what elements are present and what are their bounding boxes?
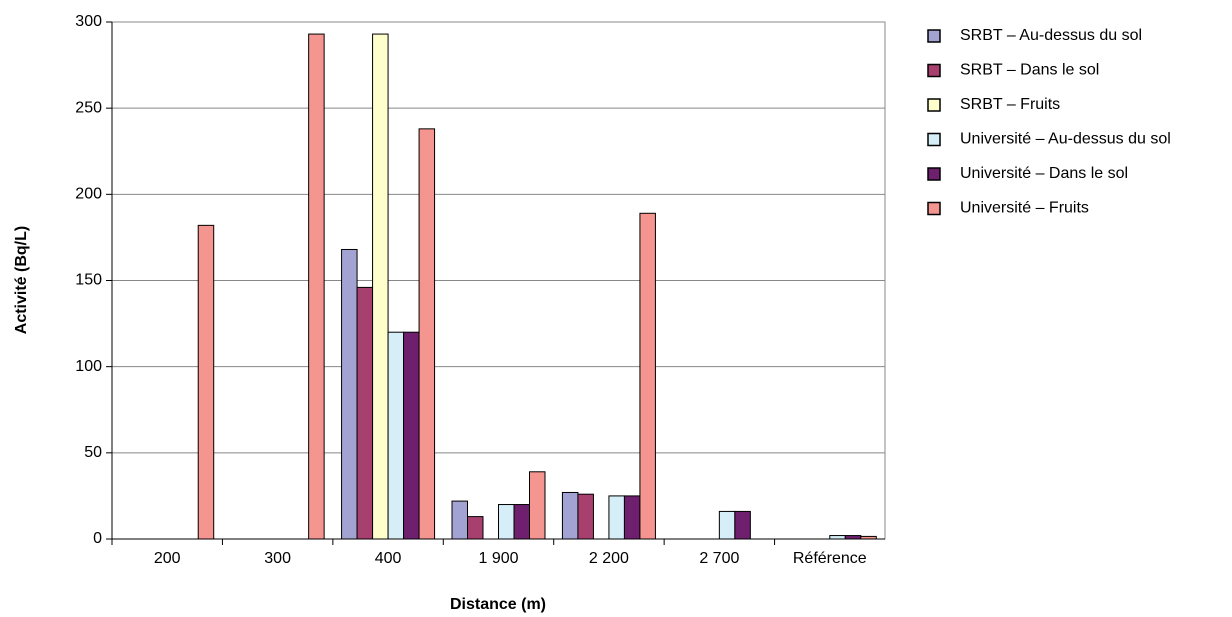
- x-tick-label: 200: [154, 550, 181, 567]
- legend-swatch: [927, 98, 941, 112]
- y-tick-label: 150: [75, 272, 102, 289]
- y-tick-label: 50: [84, 444, 102, 461]
- bar: [418, 128, 436, 540]
- x-tick-label: 1 900: [478, 550, 518, 567]
- bar: [639, 212, 656, 540]
- bar: [308, 33, 325, 540]
- x-tick-label: Référence: [793, 550, 867, 567]
- bar: [513, 504, 530, 540]
- bar: [403, 331, 420, 540]
- x-axis-title: Distance (m): [450, 596, 546, 613]
- bar: [387, 331, 405, 540]
- bar: [623, 495, 641, 540]
- legend-swatch: [927, 167, 941, 181]
- bar: [734, 510, 751, 540]
- bar: [577, 493, 594, 540]
- y-tick-label: 100: [75, 358, 102, 375]
- x-tick-label: 300: [264, 550, 291, 567]
- y-tick-label: 250: [75, 99, 102, 116]
- bar: [498, 504, 515, 540]
- bar: [356, 286, 374, 540]
- legend-swatch: [927, 63, 941, 78]
- legend-label: SRBT – Fruits: [960, 96, 1060, 113]
- legend-label: Université – Dans le sol: [960, 165, 1128, 182]
- x-tick-label: 2 700: [699, 550, 739, 567]
- legend-swatch: [927, 29, 941, 43]
- bar: [372, 33, 389, 540]
- bar: [561, 491, 579, 540]
- bar: [608, 495, 625, 540]
- bar: [829, 535, 846, 540]
- legend-swatch: [927, 132, 941, 147]
- bar: [341, 248, 358, 540]
- legend-label: Université – Au-dessus du sol: [960, 131, 1171, 148]
- bar: [529, 471, 546, 540]
- legend-label: Université – Fruits: [960, 200, 1089, 217]
- y-tick-label: 200: [75, 186, 102, 203]
- x-tick-label: 400: [375, 550, 402, 567]
- legend-swatch: [927, 201, 941, 216]
- y-tick-label: 300: [75, 13, 102, 30]
- x-tick-label: 2 200: [589, 550, 629, 567]
- bar: [844, 535, 862, 540]
- y-tick-label: 0: [93, 530, 102, 547]
- bar: [860, 535, 877, 540]
- bar: [467, 516, 484, 540]
- legend-label: SRBT – Dans le sol: [960, 62, 1099, 79]
- y-axis-title: Activité (Bq/L): [13, 226, 30, 334]
- legend-label: SRBT – Au-dessus du sol: [960, 27, 1142, 44]
- bar: [451, 500, 468, 540]
- bar: [197, 224, 215, 540]
- bar: [718, 510, 736, 540]
